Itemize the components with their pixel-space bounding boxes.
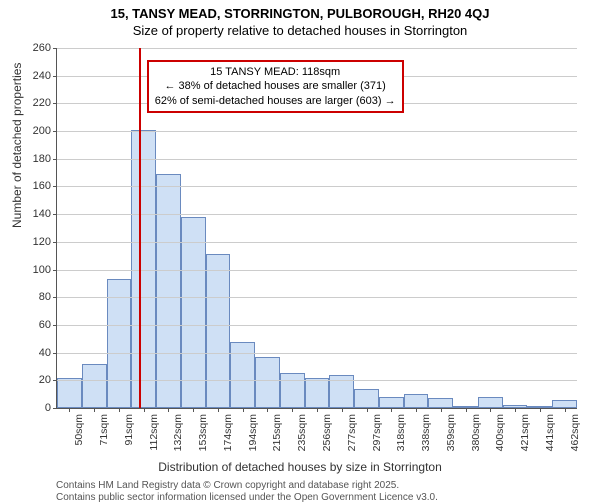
x-tick (69, 408, 70, 412)
x-tick (441, 408, 442, 412)
x-tick (490, 408, 491, 412)
callout-line: 15 TANSY MEAD: 118sqm (155, 65, 396, 79)
histogram-bar (428, 398, 453, 408)
x-tick-label: 256sqm (321, 414, 333, 451)
histogram-bar (379, 397, 404, 408)
chart-title: 15, TANSY MEAD, STORRINGTON, PULBOROUGH,… (0, 6, 600, 21)
x-tick (119, 408, 120, 412)
chart-container: 15, TANSY MEAD, STORRINGTON, PULBOROUGH,… (0, 0, 600, 500)
histogram-bar (404, 394, 429, 408)
histogram-bar (255, 357, 280, 408)
y-tick (53, 186, 57, 187)
y-tick (53, 380, 57, 381)
x-axis-label: Distribution of detached houses by size … (0, 460, 600, 474)
y-tick (53, 76, 57, 77)
x-tick-label: 50sqm (73, 414, 85, 446)
x-tick-label: 174sqm (222, 414, 234, 451)
x-tick-label: 277sqm (346, 414, 358, 451)
gridline (57, 131, 577, 132)
x-tick (466, 408, 467, 412)
x-tick-label: 338sqm (420, 414, 432, 451)
histogram-bar (230, 342, 255, 408)
x-tick-label: 400sqm (494, 414, 506, 451)
callout-line: 62% of semi-detached houses are larger (… (155, 94, 396, 108)
gridline (57, 353, 577, 354)
footer-line-1: Contains HM Land Registry data © Crown c… (56, 480, 399, 491)
gridline (57, 325, 577, 326)
histogram-bar (552, 400, 577, 408)
x-tick (218, 408, 219, 412)
y-axis-label: Number of detached properties (10, 63, 24, 228)
callout-line: ← 38% of detached houses are smaller (37… (155, 79, 396, 93)
y-tick (53, 103, 57, 104)
gridline (57, 214, 577, 215)
x-tick-label: 297sqm (371, 414, 383, 451)
x-tick-label: 359sqm (445, 414, 457, 451)
histogram-bar (107, 279, 132, 408)
x-tick (144, 408, 145, 412)
histogram-bar (156, 174, 181, 408)
x-tick-label: 91sqm (123, 414, 135, 446)
x-tick (565, 408, 566, 412)
gridline (57, 48, 577, 49)
y-tick (53, 353, 57, 354)
histogram-bar (57, 378, 82, 408)
x-tick-label: 380sqm (470, 414, 482, 451)
x-tick (540, 408, 541, 412)
x-tick-label: 318sqm (395, 414, 407, 451)
histogram-bar (206, 254, 231, 408)
gridline (57, 159, 577, 160)
x-tick (367, 408, 368, 412)
x-tick-label: 421sqm (519, 414, 531, 451)
chart-subtitle: Size of property relative to detached ho… (0, 23, 600, 38)
y-tick (53, 48, 57, 49)
histogram-bar (305, 378, 330, 408)
footer-line-2: Contains public sector information licen… (56, 492, 438, 503)
x-tick-label: 462sqm (569, 414, 581, 451)
x-tick-label: 235sqm (296, 414, 308, 451)
y-tick (53, 214, 57, 215)
gridline (57, 297, 577, 298)
x-tick-label: 71sqm (98, 414, 110, 446)
y-tick (53, 159, 57, 160)
x-tick (317, 408, 318, 412)
x-tick (94, 408, 95, 412)
gridline (57, 270, 577, 271)
x-tick (292, 408, 293, 412)
gridline (57, 186, 577, 187)
x-tick-label: 132sqm (172, 414, 184, 451)
histogram-bar (280, 373, 305, 408)
y-tick (53, 325, 57, 326)
histogram-bar (478, 397, 503, 408)
histogram-bar (354, 389, 379, 408)
gridline (57, 380, 577, 381)
y-tick (53, 408, 57, 409)
x-tick (391, 408, 392, 412)
x-tick (243, 408, 244, 412)
y-tick (53, 131, 57, 132)
x-tick (193, 408, 194, 412)
x-tick (416, 408, 417, 412)
callout-box: 15 TANSY MEAD: 118sqm← 38% of detached h… (147, 60, 404, 113)
y-tick (53, 297, 57, 298)
gridline (57, 242, 577, 243)
x-tick-label: 112sqm (148, 414, 160, 451)
histogram-bar (82, 364, 107, 408)
plot-area: 02040608010012014016018020022024026050sq… (56, 48, 577, 409)
x-tick-label: 441sqm (544, 414, 556, 451)
x-tick (267, 408, 268, 412)
x-tick (515, 408, 516, 412)
marker-line (139, 48, 141, 408)
x-tick-label: 215sqm (271, 414, 283, 451)
x-tick-label: 194sqm (247, 414, 259, 451)
y-tick (53, 242, 57, 243)
x-tick (168, 408, 169, 412)
title-block: 15, TANSY MEAD, STORRINGTON, PULBOROUGH,… (0, 6, 600, 38)
x-tick-label: 153sqm (197, 414, 209, 451)
x-tick (342, 408, 343, 412)
y-tick (53, 270, 57, 271)
